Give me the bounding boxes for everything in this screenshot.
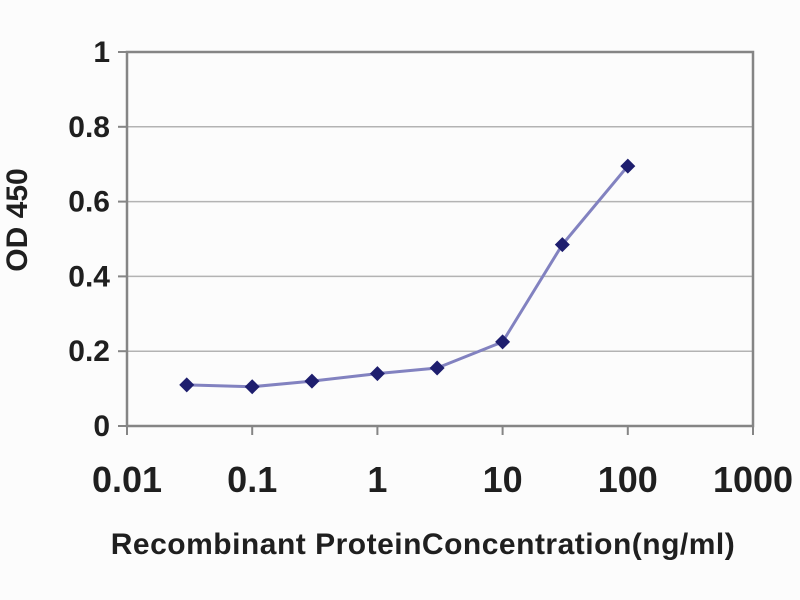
y-axis-title: OD 450 — [1, 168, 34, 271]
axis-layer — [118, 50, 755, 435]
series-line — [186, 165, 629, 389]
x-tick-label: 10 — [483, 459, 523, 500]
data-point-marker — [179, 377, 195, 393]
grid-layer — [127, 51, 753, 352]
tick-label-layer: 0 0.2 0.4 0.6 0.8 1 0.01 0.1 1 10 100 1000 — [68, 36, 793, 500]
y-tick-label: 1 — [93, 36, 110, 69]
y-tick-label: 0.8 — [68, 111, 110, 144]
y-tick-label: 0.2 — [68, 335, 110, 368]
x-tick-label: 1 — [367, 459, 387, 500]
data-point-marker — [554, 237, 570, 253]
data-point-marker — [369, 366, 385, 382]
y-tick-label: 0 — [93, 410, 110, 443]
x-tick-label: 100 — [598, 459, 658, 500]
x-tick-label: 0.1 — [227, 459, 277, 500]
data-point-marker — [429, 360, 445, 376]
y-tick-label: 0.4 — [68, 260, 110, 293]
data-point-marker — [244, 379, 260, 395]
data-point-marker — [495, 334, 511, 350]
data-point-marker — [620, 158, 636, 174]
x-axis-title: Recombinant ProteinConcentration(ng/ml) — [111, 528, 736, 561]
y-tick-label: 0.6 — [68, 186, 110, 219]
plot-border — [125, 50, 755, 428]
x-tick-label: 1000 — [713, 459, 793, 500]
x-tick-label: 0.01 — [92, 459, 162, 500]
series-layer — [179, 158, 636, 395]
data-point-marker — [304, 373, 320, 389]
